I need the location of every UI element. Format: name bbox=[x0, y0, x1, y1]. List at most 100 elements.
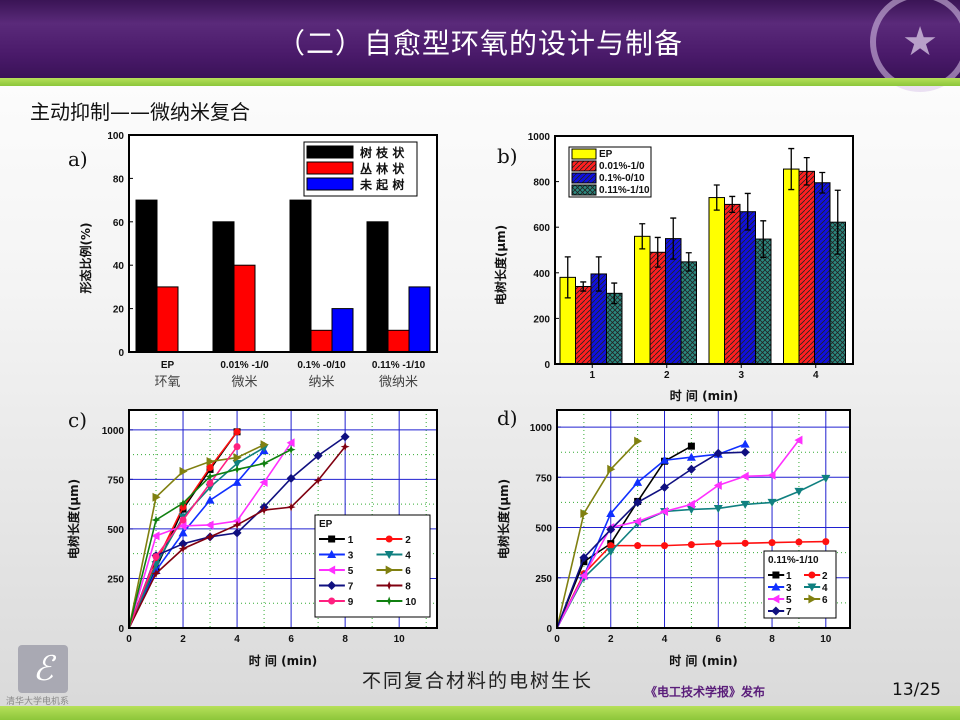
data-point bbox=[686, 499, 695, 509]
legend-marker bbox=[385, 565, 394, 575]
legend-swatch bbox=[571, 184, 597, 196]
series-5 bbox=[556, 435, 803, 629]
data-point bbox=[794, 487, 804, 496]
error-bar bbox=[729, 195, 736, 214]
bar-1-3 bbox=[798, 170, 815, 365]
error-bar bbox=[713, 184, 720, 211]
data-point bbox=[795, 538, 803, 546]
legend-label: 4 bbox=[822, 583, 828, 594]
data-point bbox=[740, 439, 750, 448]
series-6 bbox=[556, 436, 643, 629]
data-point bbox=[178, 528, 188, 537]
data-point bbox=[660, 506, 669, 516]
error-bar bbox=[564, 256, 571, 299]
legend-label: 6 bbox=[822, 595, 828, 606]
bar-0-1 bbox=[634, 235, 651, 365]
bar-2-2 bbox=[331, 308, 354, 353]
data-point bbox=[633, 497, 643, 507]
data-point bbox=[794, 435, 803, 445]
data-point bbox=[633, 477, 643, 486]
y-axis-label: 形态比例(%) bbox=[78, 223, 93, 294]
data-point bbox=[178, 539, 188, 549]
panel-label: d) bbox=[497, 406, 518, 430]
data-point bbox=[259, 459, 269, 469]
data-point bbox=[740, 471, 749, 481]
bar-1-1 bbox=[233, 264, 256, 353]
bar-1-1 bbox=[649, 251, 666, 365]
data-point bbox=[687, 442, 695, 450]
series-line bbox=[128, 450, 265, 629]
x-tick-sublabel: 纳米 bbox=[308, 375, 334, 390]
legend-marker bbox=[772, 571, 780, 579]
data-point bbox=[233, 453, 242, 463]
x-tick-label: 8 bbox=[769, 634, 775, 645]
bar-0-2 bbox=[289, 199, 312, 353]
data-point bbox=[633, 517, 642, 527]
data-point bbox=[232, 464, 242, 474]
bar-2-3 bbox=[408, 286, 431, 353]
plot-border bbox=[556, 409, 851, 629]
legend-label: 树 枝 状 bbox=[360, 145, 405, 160]
legend-marker bbox=[384, 581, 394, 590]
data-point bbox=[232, 528, 242, 538]
legend-marker bbox=[384, 596, 394, 606]
data-point bbox=[713, 448, 723, 458]
y-tick-label: 40 bbox=[113, 261, 125, 272]
series-6 bbox=[128, 440, 269, 629]
x-tick-label: 8 bbox=[342, 634, 348, 645]
y-tick-label: 200 bbox=[533, 314, 550, 325]
legend: EP 1 2 3 4 5 6 7 8 9 10 bbox=[314, 514, 431, 618]
data-point bbox=[660, 482, 670, 492]
y-axis-label: 电树长度(μm) bbox=[66, 479, 81, 559]
data-point bbox=[179, 516, 187, 524]
legend-swatch bbox=[571, 160, 597, 172]
legend-title: 0.11%-1/10 bbox=[768, 555, 819, 566]
bar-0-3 bbox=[783, 168, 800, 365]
legend-marker bbox=[328, 597, 336, 605]
legend-marker bbox=[327, 550, 337, 558]
data-point bbox=[686, 464, 696, 474]
y-tick-label: 100 bbox=[107, 131, 124, 142]
legend-marker bbox=[385, 535, 393, 543]
data-point bbox=[607, 542, 615, 550]
data-point bbox=[205, 520, 214, 530]
y-axis-label: 电树长度(μm) bbox=[496, 479, 511, 559]
bar-1-0 bbox=[575, 285, 592, 365]
x-tick-label: 6 bbox=[716, 634, 722, 645]
error-bar bbox=[654, 236, 661, 268]
series-line bbox=[556, 443, 746, 629]
x-tick-sublabel: 环氧 bbox=[154, 375, 180, 390]
legend-label: 7 bbox=[348, 582, 354, 593]
legend-marker bbox=[808, 571, 816, 579]
error-bar bbox=[595, 256, 602, 292]
error-bar bbox=[670, 217, 677, 260]
footer-divider bbox=[0, 706, 960, 720]
slide-title: （二）自愈型环氧的设计与制备 bbox=[276, 27, 683, 60]
university-seal-logo: ★ bbox=[870, 0, 960, 92]
legend-label: 10 bbox=[405, 597, 417, 608]
legend-label: 7 bbox=[786, 607, 792, 618]
legend-marker bbox=[771, 582, 781, 591]
x-axis-label: 时 间 (min) bbox=[249, 653, 318, 668]
data-point bbox=[178, 521, 187, 531]
y-tick-label: 250 bbox=[107, 574, 124, 585]
panel-label: c) bbox=[68, 408, 87, 432]
figure-caption: 不同复合材料的电树生长 bbox=[362, 670, 594, 692]
data-point bbox=[687, 541, 695, 549]
data-point bbox=[259, 505, 269, 515]
slide-header: （二）自愈型环氧的设计与制备 ★ bbox=[0, 0, 960, 92]
data-point bbox=[740, 500, 750, 509]
legend-label: 1 bbox=[348, 535, 354, 546]
legend-label: EP bbox=[599, 149, 613, 160]
y-axis-label: 电树长度(μm) bbox=[493, 225, 508, 305]
error-bar bbox=[834, 189, 841, 255]
data-point bbox=[151, 531, 160, 541]
bar-1-2 bbox=[724, 203, 741, 365]
legend-marker bbox=[384, 551, 394, 559]
x-tick-label: 4 bbox=[662, 634, 668, 645]
y-tick-label: 0 bbox=[546, 624, 552, 635]
x-tick-label: 6 bbox=[288, 634, 294, 645]
data-point bbox=[286, 473, 296, 483]
x-tick-label: 0 bbox=[126, 634, 132, 645]
x-tick-label: 4 bbox=[813, 370, 819, 381]
